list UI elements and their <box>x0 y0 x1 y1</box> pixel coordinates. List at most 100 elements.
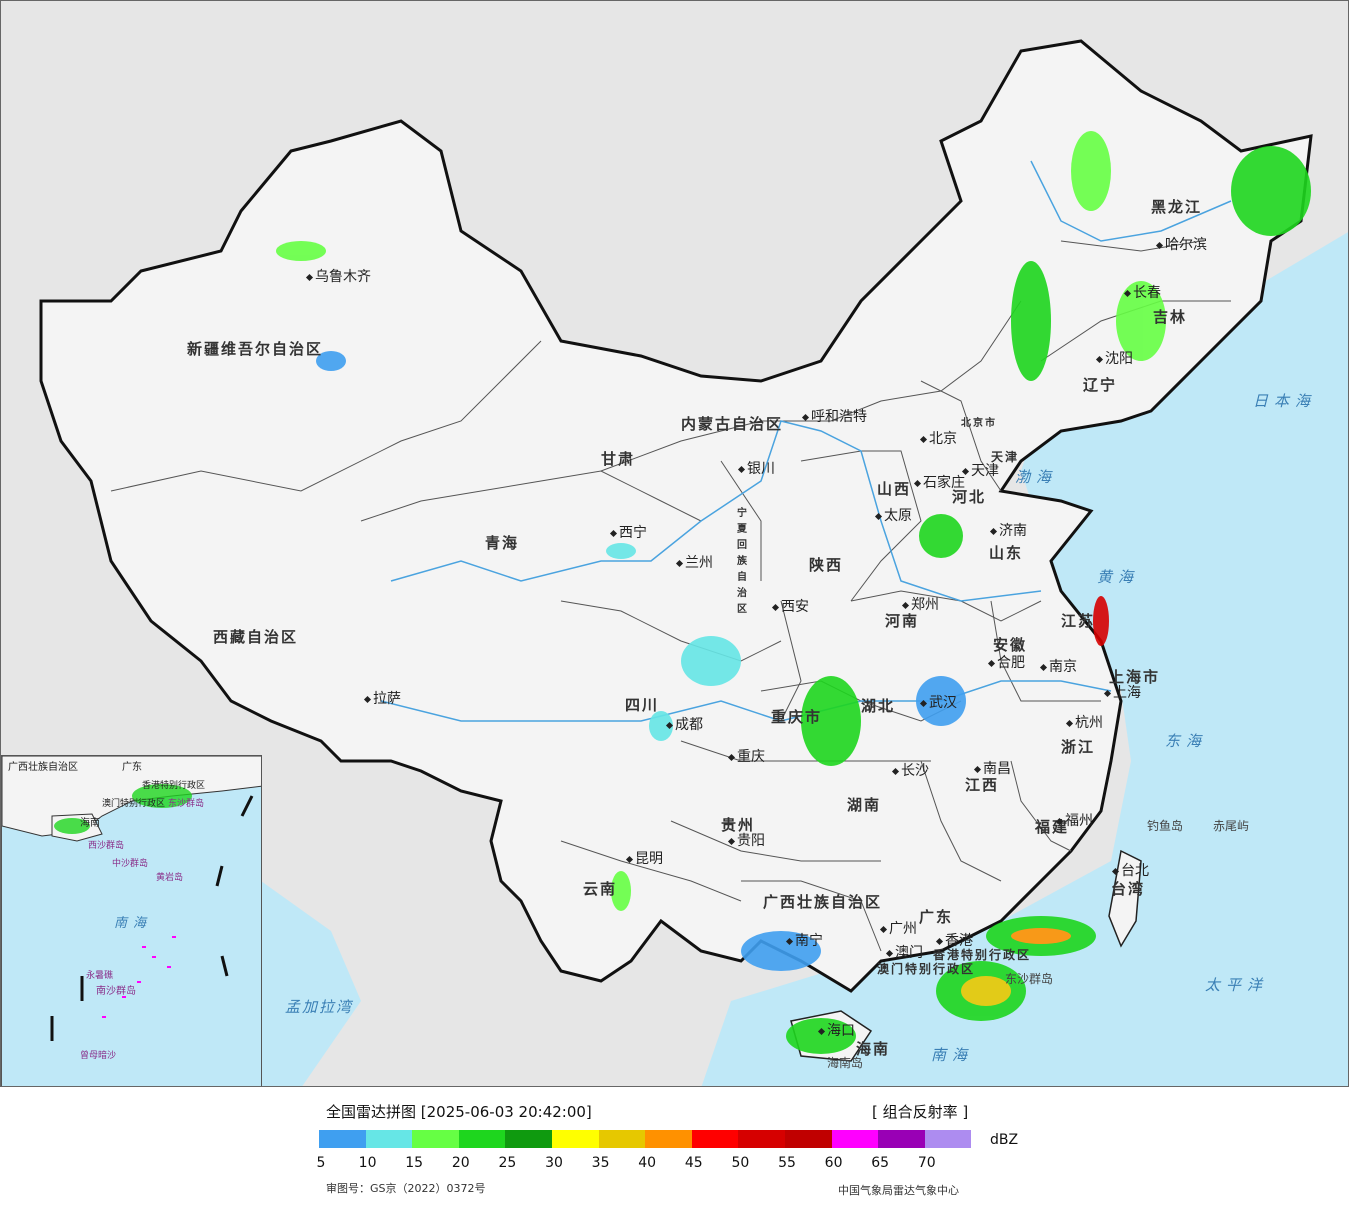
sea-label: 南海 <box>931 1046 974 1064</box>
scale-tick-label: 45 <box>684 1155 703 1171</box>
city-label: 西宁 <box>611 525 647 541</box>
legend-panel: 全国雷达拼图 [2025-06-03 20:42:00] [ 组合反射率 ] d… <box>0 1087 1349 1208</box>
color-swatch <box>458 1130 506 1148</box>
province-label: 北京市 <box>961 418 997 429</box>
sea-area <box>701 301 1348 1086</box>
radar-map: 新疆维吾尔自治区 西藏自治区 青海 甘肃 内蒙古自治区 黑龙江 吉林 辽宁 河北… <box>0 0 1349 1087</box>
province-label: 内蒙古自治区 <box>681 415 784 433</box>
inset-geometry <box>2 756 261 1041</box>
color-swatch <box>319 1130 366 1148</box>
scale-tick-label: 5 <box>316 1155 326 1171</box>
city-label: 沈阳 <box>1097 351 1133 367</box>
province-label: 天津 <box>991 450 1020 464</box>
inset-label: 西沙群岛 <box>88 841 125 851</box>
inset-label: 黄岩岛 <box>156 873 184 883</box>
city-label: 哈尔滨 <box>1157 237 1207 253</box>
sea-label: 渤海 <box>1015 468 1058 486</box>
color-swatch <box>505 1130 552 1148</box>
scale-tick-label: 55 <box>778 1155 796 1171</box>
color-swatch <box>598 1130 646 1148</box>
city-label: 广州 <box>881 921 917 937</box>
scale-tick-label: 65 <box>871 1155 890 1171</box>
province-label: 山西 <box>877 480 912 498</box>
city-label: 杭州 <box>1067 715 1103 731</box>
city-label: 西安 <box>773 599 809 615</box>
province-label: 安徽 <box>993 636 1028 654</box>
city-label: 昆明 <box>627 851 663 867</box>
province-label: 澳门特别行政区 <box>877 962 976 976</box>
province-label: 台湾 <box>1111 880 1146 898</box>
scale-tick-label: 30 <box>545 1155 563 1171</box>
city-label: 台北 <box>1113 863 1149 879</box>
province-label: 贵州 <box>721 816 756 834</box>
province-label: 香港特别行政区 <box>933 948 1032 962</box>
legend-product: [ 组合反射率 ] <box>872 1103 969 1121</box>
inset-label: 海南 <box>80 818 100 829</box>
province-label: 广西壮族自治区 <box>763 893 883 911</box>
inset-label: 曾母暗沙 <box>80 1051 117 1061</box>
color-swatch <box>645 1130 692 1148</box>
inset-label: 澳门特别行政区 <box>102 799 166 809</box>
inset-label: 东沙群岛 <box>168 799 205 809</box>
city-label: 济南 <box>991 523 1027 539</box>
sea-label: 太平洋 <box>1205 976 1269 994</box>
color-swatch <box>831 1130 879 1148</box>
city-label: 上海 <box>1105 685 1141 701</box>
city-label: 贵阳 <box>729 833 765 849</box>
province-label: 广东 <box>919 908 954 926</box>
city-label: 呼和浩特 <box>803 409 867 425</box>
province-label: 江苏 <box>1061 612 1096 630</box>
city-label: 合肥 <box>989 655 1025 671</box>
inset-label: 南沙群岛 <box>96 986 136 997</box>
city-label: 银川 <box>739 461 775 477</box>
province-label: 湖南 <box>847 796 882 814</box>
province-label: 浙江 <box>1061 738 1096 756</box>
scale-tick-label: 20 <box>451 1155 470 1171</box>
province-label: 重庆市 <box>771 708 823 726</box>
city-label: 武汉 <box>921 695 957 711</box>
province-label: 湖北 <box>861 697 896 715</box>
city-label: 太原 <box>876 508 912 524</box>
province-label: 青海 <box>485 534 520 552</box>
sea-label: 黄海 <box>1097 568 1140 586</box>
scale-tick-label: 50 <box>731 1155 750 1171</box>
scale-tick-label: 70 <box>917 1155 936 1171</box>
scale-tick-label: 40 <box>638 1155 657 1171</box>
city-label: 成都 <box>667 717 703 733</box>
sea-label: 日本海 <box>1253 392 1317 410</box>
island-label: 赤尾屿 <box>1213 819 1250 833</box>
color-swatch <box>412 1130 459 1148</box>
scale-tick-label: 15 <box>405 1155 424 1171</box>
scale-tick-label: 10 <box>358 1155 377 1171</box>
sea-of-japan <box>1181 232 1348 421</box>
legend-title: 全国雷达拼图 [2025-06-03 20:42:00] <box>326 1103 592 1121</box>
province-label: 海南 <box>856 1040 891 1058</box>
city-label: 拉萨 <box>365 691 401 707</box>
rivers <box>380 160 1232 722</box>
sea-label: 东海 <box>1165 732 1208 750</box>
city-label: 香港 <box>937 933 973 949</box>
city-label: 天津 <box>963 463 999 479</box>
island-label: 海南岛 <box>827 1056 864 1070</box>
color-swatch <box>878 1130 925 1148</box>
color-swatch <box>924 1130 972 1148</box>
city-label: 福州 <box>1057 813 1093 829</box>
province-label: 新疆维吾尔自治区 <box>187 340 324 358</box>
inset-label: 香港特别行政区 <box>142 781 206 791</box>
city-label: 重庆 <box>729 749 765 765</box>
province-label: 陕西 <box>809 556 844 574</box>
city-label: 南京 <box>1041 659 1077 675</box>
city-label: 石家庄 <box>915 475 965 491</box>
province-label: 宁夏回族自治区 <box>737 508 747 615</box>
city-label: 澳门 <box>887 945 923 961</box>
province-label: 吉林 <box>1153 308 1188 326</box>
legend-unit: dBZ <box>990 1132 1019 1148</box>
inset-label: 南海 <box>114 916 153 931</box>
city-label: 乌鲁木齐 <box>307 269 371 285</box>
city-label: 南宁 <box>787 933 823 949</box>
color-swatch <box>691 1130 739 1148</box>
scale-tick-label: 60 <box>824 1155 843 1171</box>
province-label: 西藏自治区 <box>213 628 299 646</box>
city-label: 兰州 <box>677 555 713 571</box>
color-swatch <box>738 1130 785 1148</box>
